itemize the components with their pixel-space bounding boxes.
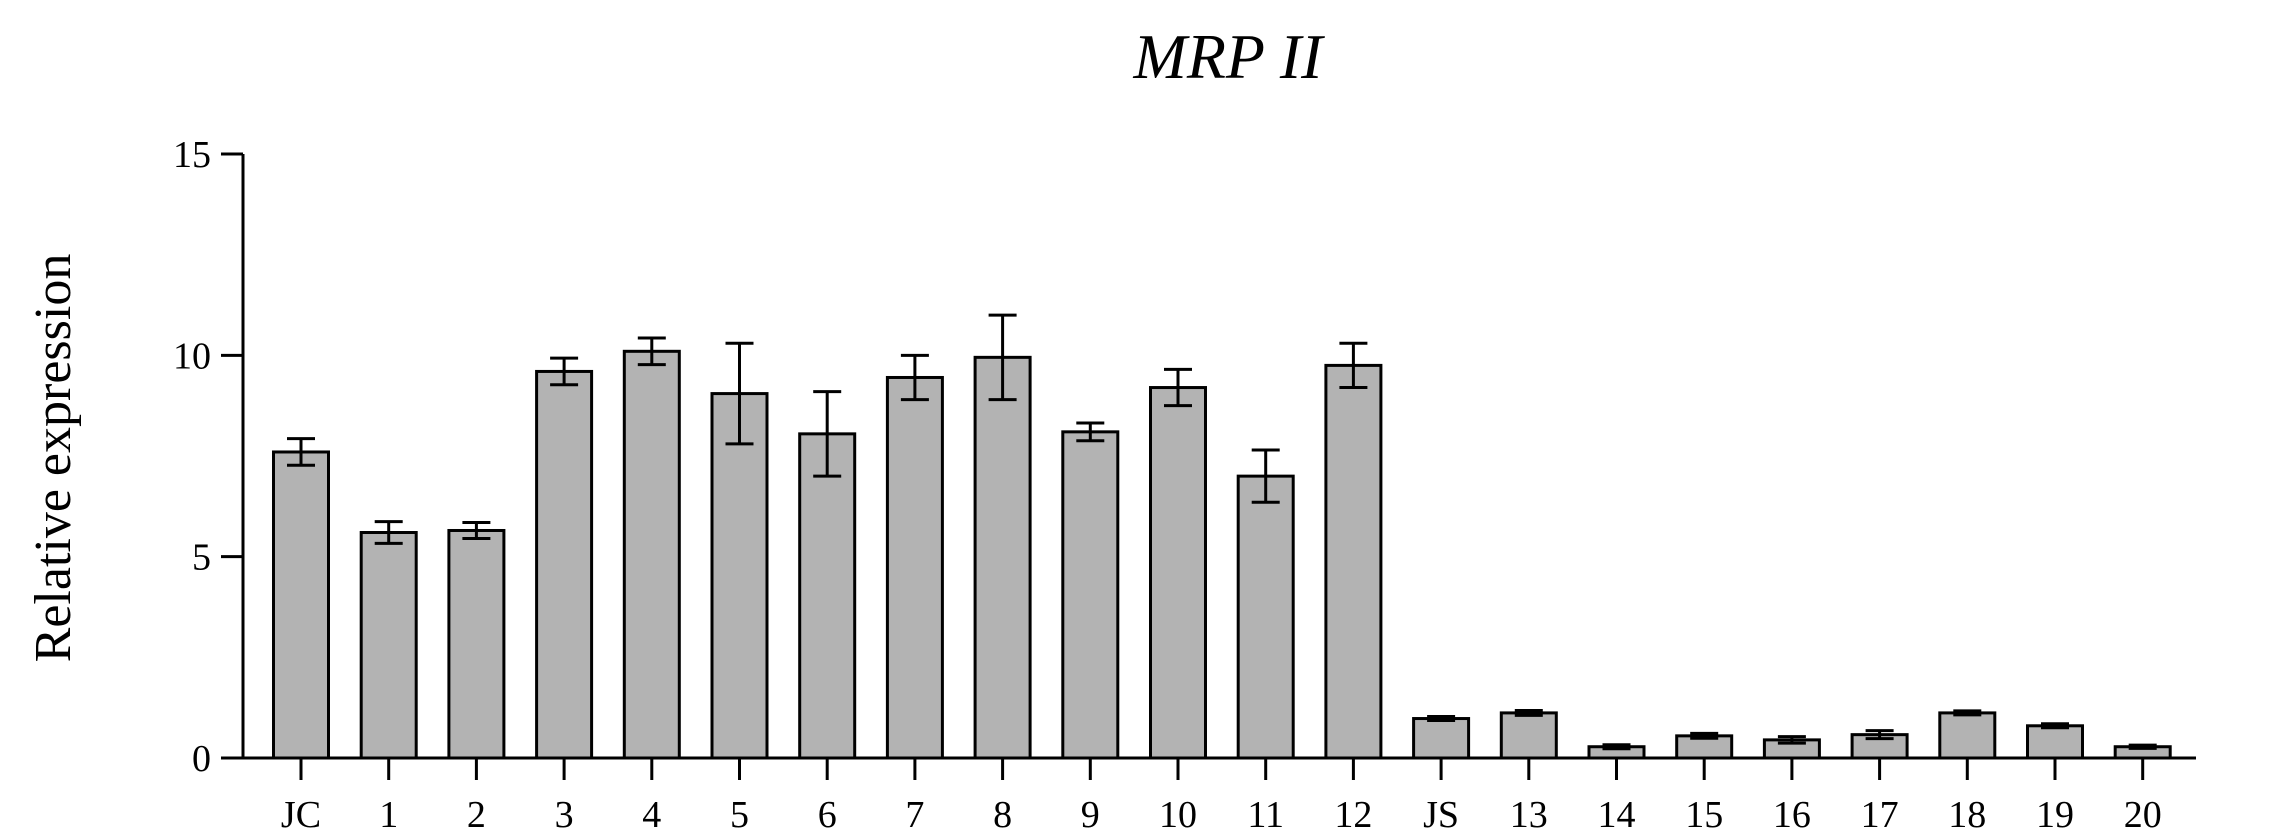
- bar-5: [710, 392, 769, 760]
- x-tick-label-14: 14: [1598, 794, 1636, 836]
- y-tick-label-10: 10: [173, 335, 211, 377]
- error-bar-15: [1690, 731, 1719, 740]
- x-tick-label-6: 6: [818, 794, 837, 836]
- bar-9: [1061, 430, 1120, 760]
- chart-title: MRP II: [1133, 21, 1326, 92]
- bar-12: [1324, 363, 1383, 760]
- x-tick-label-11: 11: [1247, 794, 1284, 836]
- x-tick-label-10: 10: [1159, 794, 1197, 836]
- y-tick-label-5: 5: [192, 537, 211, 579]
- x-tick-label-12: 12: [1334, 794, 1372, 836]
- x-tick-label-4: 4: [642, 794, 661, 836]
- x-tick-label-JC: JC: [281, 794, 321, 836]
- error-bar-10: [1164, 367, 1192, 408]
- x-tick-label-9: 9: [1081, 794, 1100, 836]
- error-bars-group: [287, 313, 2157, 751]
- error-bar-11: [1251, 448, 1280, 504]
- bar-7: [885, 375, 944, 760]
- x-tick-label-2: 2: [467, 794, 486, 836]
- x-tick-label-17: 17: [1861, 794, 1899, 836]
- bar-19: [2026, 724, 2084, 760]
- error-bar-JC: [287, 437, 315, 467]
- bar-3: [535, 369, 594, 760]
- error-bar-20: [2128, 743, 2157, 750]
- x-tick-label-18: 18: [1948, 794, 1986, 836]
- error-bar-19: [2041, 722, 2069, 730]
- x-ticks-group: JC 1 2 3 4 5 6 7 8 9 10 11 12 JS 13 14 15 16 17 18 19 20: [281, 758, 2162, 836]
- x-tick-label-8: 8: [993, 794, 1012, 836]
- error-bar-14: [1602, 743, 1631, 751]
- bar-10: [1149, 386, 1207, 760]
- y-tick-label-15: 15: [173, 134, 211, 176]
- y-tick-label-0: 0: [192, 738, 211, 780]
- bar-4: [622, 349, 681, 760]
- bar-JS: [1412, 717, 1471, 760]
- error-bar-JS: [1427, 715, 1456, 723]
- error-bar-12: [1339, 341, 1368, 390]
- x-tick-label-1: 1: [379, 794, 398, 836]
- bar-8: [973, 355, 1032, 760]
- bar-6: [798, 432, 857, 760]
- error-bar-1: [374, 520, 403, 545]
- bar-11: [1236, 474, 1295, 760]
- error-bar-13: [1514, 708, 1543, 717]
- bar-2: [447, 528, 506, 760]
- x-tick-label-5: 5: [730, 794, 749, 836]
- x-tick-label-20: 20: [2124, 794, 2162, 836]
- y-ticks-group: 0 5 10 15: [173, 134, 243, 780]
- error-bar-9: [1076, 421, 1105, 443]
- x-tick-label-JS: JS: [1423, 794, 1459, 836]
- error-bar-16: [1777, 735, 1806, 745]
- bar-JC: [272, 450, 330, 760]
- x-tick-label-13: 13: [1510, 794, 1548, 836]
- error-bar-18: [1953, 709, 1982, 717]
- error-bar-5: [725, 341, 754, 446]
- error-bar-8: [988, 313, 1017, 402]
- bar-1: [359, 531, 418, 760]
- y-axis-label: Relative expression: [25, 254, 82, 663]
- x-tick-label-7: 7: [905, 794, 924, 836]
- error-bar-2: [462, 520, 491, 541]
- error-bar-7: [900, 353, 929, 402]
- error-bar-4: [637, 336, 666, 367]
- x-tick-label-3: 3: [555, 794, 574, 836]
- bars-group: [272, 349, 2172, 760]
- error-bar-17: [1865, 729, 1894, 741]
- x-tick-label-16: 16: [1773, 794, 1811, 836]
- error-bar-3: [550, 356, 579, 387]
- x-tick-label-19: 19: [2036, 794, 2074, 836]
- bar-13: [1499, 711, 1558, 760]
- bar-18: [1938, 711, 1997, 760]
- x-tick-label-15: 15: [1685, 794, 1723, 836]
- error-bar-6: [813, 390, 842, 478]
